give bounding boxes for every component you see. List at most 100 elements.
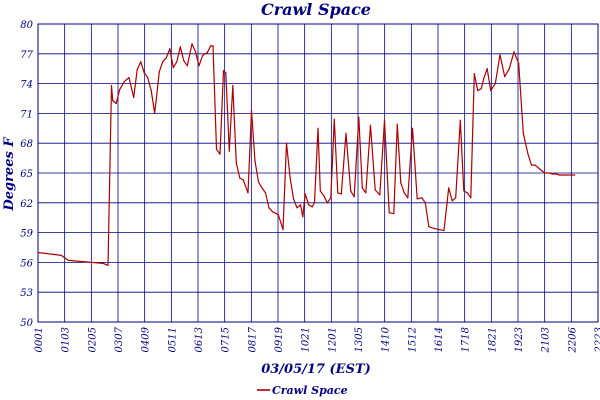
data-point [555,173,557,175]
data-point [299,204,302,206]
data-point [499,54,501,56]
x-tick-label: 2103 [541,327,552,353]
data-point [289,176,291,178]
data-point [219,153,221,155]
data-point [459,119,461,121]
x-tick-label: 1614 [434,327,445,352]
x-tick-label: 0613 [194,327,205,352]
x-tick-label: 2206 [567,326,578,353]
data-point [198,65,200,67]
data-point [102,262,104,264]
data-point [537,167,540,169]
y-tick-label: 56 [20,258,33,269]
data-point [261,187,263,189]
data-point [143,72,145,74]
data-point [183,60,185,62]
y-tick-label: 68 [20,139,33,150]
data-point [548,172,550,174]
legend: Crawl Space [257,384,348,397]
data-point [326,202,328,204]
y-axis-title: Degrees F [2,137,17,212]
data-point [340,193,342,195]
data-point [37,251,39,254]
x-tick-label: 1923 [514,327,525,352]
data-point [150,90,152,92]
data-point [544,172,547,174]
data-point [191,43,193,45]
x-tick-label: 1305 [354,327,365,352]
y-tick-label: 80 [20,20,33,31]
data-point [302,216,304,218]
data-point [115,102,117,105]
data-point [434,228,436,230]
data-point [186,65,188,67]
x-tick-label: 0001 [34,327,45,352]
data-point [128,77,130,79]
data-point [407,197,409,199]
data-point [345,132,347,134]
data-point [107,264,109,266]
data-point [323,195,325,197]
data-point [60,254,62,256]
data-point [421,197,423,199]
data-point [204,53,206,55]
data-point [257,181,260,183]
data-point [448,187,450,189]
data-point [232,85,234,87]
data-point [333,118,335,120]
data-point [201,55,204,57]
data-point [353,196,355,198]
data-point [361,187,363,189]
data-point [337,192,339,194]
data-point [411,127,414,129]
data-point [215,148,218,150]
data-point [330,197,332,199]
data-point [296,207,298,209]
data-point [562,174,564,176]
data-point [388,212,390,214]
series-0 [37,43,576,266]
data-point [140,61,142,63]
data-point [558,174,561,176]
data-point [319,190,321,192]
data-point [574,174,576,176]
data-point [228,150,230,152]
data-point [455,197,457,199]
data-point [374,189,376,191]
data-point [154,112,156,114]
data-point [480,88,482,90]
data-point [400,182,402,184]
y-tick-label: 59 [20,229,33,240]
data-point [490,90,492,92]
data-point [268,207,270,209]
data-point [292,198,295,200]
x-tick-label: 0205 [87,327,98,352]
data-point [264,192,267,194]
data-point [308,204,310,206]
data-point [247,192,249,194]
data-point [473,73,475,75]
data-point [443,230,445,232]
data-point [470,197,472,199]
data-point [194,51,197,53]
data-point [541,170,543,172]
data-point [277,214,279,216]
chart-title: Crawl Space [261,0,371,19]
data-point [179,46,181,48]
x-tick-label: 0511 [167,327,178,352]
y-tick-label: 65 [20,169,33,180]
data-point [424,202,426,204]
y-tick-label: 77 [20,50,33,61]
data-point [504,76,506,78]
y-tick-label: 62 [20,199,33,210]
data-point [483,78,485,80]
data-point [176,61,178,63]
x-tick-label: 1821 [487,327,498,352]
data-point [486,68,488,70]
x-tick-label: 0409 [141,326,152,352]
data-point [383,119,386,121]
data-point [534,164,536,166]
data-point [136,69,138,71]
data-point [235,162,237,164]
x-tick-label: 1201 [327,327,338,352]
